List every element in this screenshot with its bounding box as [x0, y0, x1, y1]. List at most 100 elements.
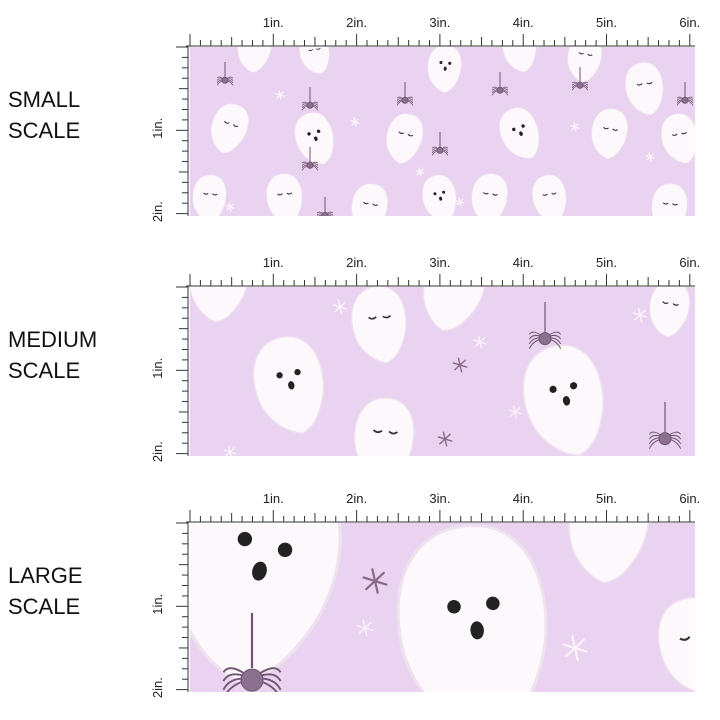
- spider: [216, 62, 234, 86]
- ghost-body: [625, 62, 664, 116]
- star-ray: [456, 198, 464, 206]
- spider: [528, 302, 562, 349]
- spider-body: [321, 211, 329, 216]
- star-ray: [509, 407, 521, 417]
- star-ray: [474, 337, 486, 347]
- spider: [571, 67, 589, 91]
- ghost-eyes: [578, 52, 593, 56]
- star-ray: [365, 571, 385, 591]
- ghost: [498, 107, 540, 159]
- spider: [301, 87, 319, 111]
- scale-label: SCALE: [8, 594, 80, 619]
- spider-body: [538, 332, 552, 346]
- ruler-label: 2in.: [346, 15, 367, 30]
- ghost: [190, 523, 342, 683]
- ghost-body: [591, 108, 628, 160]
- ghost-eyes: [662, 301, 679, 306]
- star-ray: [358, 621, 372, 635]
- ghost: [294, 112, 334, 165]
- spider: [431, 132, 449, 156]
- scale-label: LARGE: [8, 563, 83, 588]
- spider-body: [576, 81, 584, 89]
- ghost: [351, 287, 407, 364]
- ghost: [568, 523, 650, 584]
- ghost-eye: [439, 61, 443, 65]
- ghost-body: [502, 47, 537, 73]
- spider: [316, 197, 334, 216]
- spider: [301, 147, 319, 171]
- ghost: [252, 336, 325, 434]
- ghost: [396, 524, 548, 692]
- star: [415, 167, 425, 177]
- spider-body: [496, 86, 504, 94]
- scale-label: SCALE: [8, 118, 80, 143]
- ghost-body: [498, 107, 540, 159]
- ghost-mouth: [288, 381, 295, 390]
- ruler-label: 2in.: [346, 491, 367, 506]
- star-ray: [565, 638, 585, 658]
- ghost: [522, 344, 604, 456]
- ghost-eye: [486, 596, 500, 611]
- ruler-label: 6in.: [679, 255, 700, 270]
- star-ray: [226, 203, 234, 211]
- spider-body: [681, 96, 689, 104]
- ghost: [210, 103, 249, 154]
- ghost-body: [353, 397, 415, 456]
- ghost-eyes: [513, 43, 527, 45]
- ruler-label: 5in.: [596, 255, 617, 270]
- star-ray: [334, 301, 346, 313]
- ghost-eyes: [249, 42, 263, 45]
- ghost-eyes: [542, 192, 557, 196]
- ruler-label: 1in.: [150, 594, 165, 615]
- ghost-eyes: [363, 201, 378, 206]
- ghost-body: [351, 287, 407, 364]
- ghost-eye: [447, 600, 461, 614]
- ghost-body: [649, 287, 690, 338]
- ghost-mouth: [470, 621, 484, 640]
- ghost-eye: [237, 531, 253, 547]
- spider: [648, 402, 682, 449]
- fabric-swatch: [190, 523, 695, 692]
- ghost: [386, 113, 424, 164]
- ruler-label: 2in.: [150, 441, 165, 462]
- ghost-body: [471, 173, 508, 216]
- ghost: [353, 397, 415, 456]
- spider-body: [240, 668, 264, 692]
- ruler-label: 2in.: [150, 677, 165, 698]
- ghost-mouth: [439, 196, 443, 201]
- ghost-eyes: [636, 81, 653, 86]
- ghost: [192, 174, 227, 216]
- star-ray: [646, 153, 654, 161]
- ghost-body: [192, 174, 227, 216]
- ghost-body: [351, 183, 388, 216]
- ghost-eye: [549, 385, 557, 393]
- star: [225, 202, 235, 212]
- star: [332, 299, 348, 315]
- ruler-label: 6in.: [679, 491, 700, 506]
- scale-label: SCALE: [8, 358, 80, 383]
- ghost-eye: [569, 382, 578, 390]
- fabric-swatch: [190, 287, 695, 456]
- ghost-body: [532, 174, 567, 216]
- ghost-mouth: [562, 396, 571, 406]
- ghost: [422, 287, 487, 331]
- star: [570, 122, 580, 132]
- spider: [676, 82, 694, 106]
- ghost-body: [266, 173, 303, 216]
- ruler-label: 1in.: [263, 255, 284, 270]
- scale-panel: SMALL SCALE 1in. 2in. 3in. 4in. 5in. 6in. 1in. 2i…: [8, 15, 700, 222]
- star-ray: [416, 168, 424, 176]
- ghost: [567, 47, 602, 83]
- star: [645, 152, 655, 162]
- fabric-swatch: [190, 42, 695, 216]
- ghost-body: [422, 287, 487, 331]
- ghost: [502, 43, 537, 73]
- ghost-eyes: [277, 192, 293, 196]
- ghost-eye: [448, 61, 452, 65]
- star: [562, 635, 588, 661]
- ruler: [176, 510, 695, 692]
- star: [508, 405, 522, 419]
- ghost-eyes: [679, 632, 695, 641]
- scale-panel: LARGE SCALE 1in. 2in. 3in. 4in. 5in. 6in. 1in. 2i…: [8, 491, 700, 698]
- ghost: [651, 183, 688, 216]
